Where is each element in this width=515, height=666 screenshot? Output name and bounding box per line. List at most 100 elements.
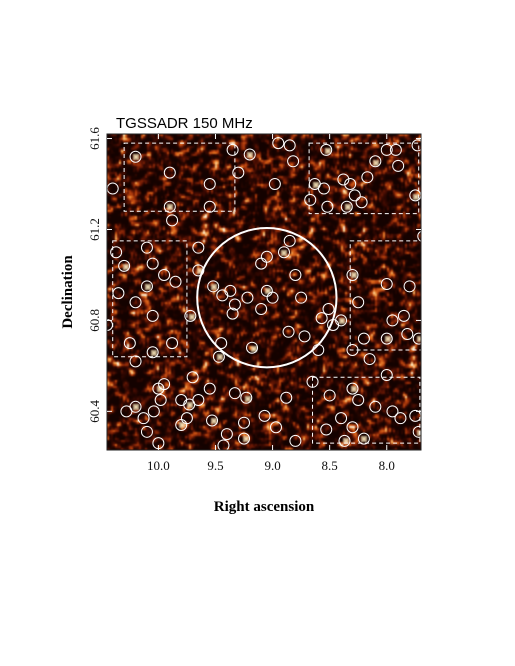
source-marker [192,264,205,277]
source-marker [335,314,348,327]
source-marker [283,234,296,247]
source-marker [241,291,254,304]
source-marker [226,143,239,156]
y-tick-label: 61.2 [87,218,102,241]
source-marker [243,148,256,161]
source-marker [240,391,253,404]
source-marker [129,150,142,163]
source-marker [192,393,205,406]
source-marker [146,257,159,270]
source-marker [287,155,300,168]
source-marker [277,246,290,259]
x-axis-title: Right ascension [214,499,315,515]
source-marker [228,298,241,311]
source-marker [289,268,302,281]
background-region-box-1 [123,142,236,212]
source-marker [417,230,421,242]
source-marker [140,241,153,254]
y-tick-label: 61.6 [87,127,102,150]
source-marker [361,171,374,184]
y-tick-label: 60.8 [87,309,102,332]
source-marker [315,312,328,325]
target-region-circle [196,227,338,369]
x-tick-label: 8.5 [322,458,338,473]
source-marker [123,337,136,350]
source-marker [369,155,382,168]
source-marker [140,280,153,293]
source-marker [411,139,421,152]
source-marker [255,303,268,316]
source-marker [220,428,233,441]
source-marker [380,332,393,345]
source-marker [380,368,393,381]
source-marker [312,343,325,356]
x-tick-label: 8.0 [379,458,395,473]
source-marker [184,309,197,322]
source-marker [282,325,295,338]
source-marker [224,284,237,297]
source-marker [186,371,199,384]
source-marker [110,246,123,259]
source-marker [129,400,142,413]
source-marker [363,353,376,366]
source-marker [321,200,334,213]
source-marker [166,337,179,350]
source-marker [369,400,382,413]
background-region-box-4 [349,240,421,351]
source-marker [394,412,407,425]
source-marker [346,382,359,395]
source-marker [226,307,239,320]
source-marker [266,291,279,304]
source-marker [269,421,282,434]
source-marker [346,421,359,434]
source-marker [386,405,399,418]
source-marker [280,391,293,404]
source-marker [272,137,285,150]
plot-area [106,133,422,451]
source-marker [166,214,179,227]
source-marker [306,375,319,388]
source-marker [203,200,216,213]
source-marker [352,393,365,406]
source-marker [228,387,241,400]
source-marker [295,291,308,304]
source-marker [246,341,259,354]
source-marker [344,178,357,191]
source-marker [352,296,365,309]
source-marker [203,382,216,395]
source-marker [154,393,167,406]
source-marker [386,314,399,327]
y-axis: 60.4 60.8 61.2 61.6 [87,127,421,423]
source-marker [169,275,182,288]
source-marker [118,259,131,272]
source-marker [255,257,268,270]
source-marker [320,423,333,436]
source-marker [346,268,359,281]
y-tick-label: 60.4 [87,399,102,422]
source-marker [338,434,351,447]
radio-intensity-heatmap [107,134,421,450]
source-marker [203,178,216,191]
source-marker [403,280,416,293]
source-marker [146,346,159,359]
source-marker [158,378,171,391]
source-marker [357,332,370,345]
source-marker [158,268,171,281]
source-marker [348,189,361,202]
source-marker [238,432,251,445]
source-marker [412,425,421,438]
source-marker [412,332,421,345]
source-marker [340,200,353,213]
source-marker [380,278,393,291]
source-marker [107,318,113,331]
source-marker [192,241,205,254]
source-marker [298,330,311,343]
background-region-box-2 [308,142,420,215]
source-marker [337,173,350,186]
x-tick-label: 10.0 [147,458,170,473]
source-marker [323,389,336,402]
source-marker [268,178,281,191]
source-marker [238,416,251,429]
source-marker [232,166,245,179]
source-marker [207,280,220,293]
